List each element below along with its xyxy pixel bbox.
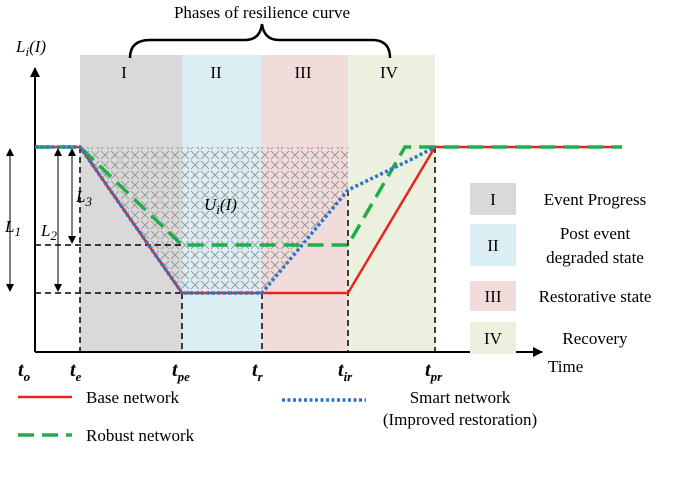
time-sub: pr (430, 369, 444, 384)
phase-label: III (295, 63, 312, 82)
time-label: tir (338, 359, 353, 384)
time-label: to (18, 359, 31, 384)
time-sub: ir (344, 369, 354, 384)
level-label: L3 (75, 187, 92, 209)
legend-box (470, 322, 516, 354)
legend-box (470, 281, 516, 311)
phase-legend: I Event Progress II Post event degraded stat… (470, 183, 651, 354)
legend-symbol: II (487, 236, 499, 255)
legend-label: degraded state (546, 248, 644, 267)
phase-label: II (210, 63, 222, 82)
level-label: L2 (40, 221, 57, 243)
time-base: t (425, 359, 432, 381)
y-axis-label: Li(I) (15, 37, 46, 59)
band-4 (348, 55, 435, 352)
time-sub: o (24, 369, 31, 384)
time-base: t (70, 359, 77, 381)
time-base: t (172, 359, 179, 381)
legend-label: Event Progress (544, 190, 646, 209)
legend-label: (Improved restoration) (383, 410, 537, 429)
time-base: t (252, 359, 259, 381)
phase-label: IV (380, 63, 399, 82)
time-labels: to te tpe tr tir tpr (18, 359, 443, 384)
robust-curve (35, 145, 622, 247)
legend-label: Restorative state (539, 287, 652, 306)
legend-label: Robust network (86, 426, 195, 445)
x-axis-label: Time (548, 357, 583, 376)
time-sub: e (76, 369, 82, 384)
legend-symbol: IV (484, 329, 503, 348)
area-label: Ui(I) (204, 195, 237, 217)
time-sub: r (258, 369, 264, 384)
hatch-area (80, 147, 348, 293)
legend-label: Smart network (410, 388, 511, 407)
time-sub: pe (177, 369, 191, 384)
time-base: t (18, 359, 25, 381)
legend-box (470, 224, 516, 266)
level-label: L1 (4, 217, 21, 239)
legend-box (470, 183, 516, 215)
time-label: tpr (425, 359, 443, 384)
legend-symbol: I (490, 190, 496, 209)
time-label: tr (252, 359, 264, 384)
legend-label: Recovery (562, 329, 628, 348)
time-base: t (338, 359, 345, 381)
legend-symbol: III (485, 287, 502, 306)
smart-curve (35, 145, 436, 295)
legend-label: Post event (560, 224, 631, 243)
brace (128, 23, 392, 59)
legend-label: Base network (86, 388, 180, 407)
time-label: te (70, 359, 82, 384)
title: Phases of resilience curve (174, 3, 350, 22)
phase-label: I (121, 63, 127, 82)
time-label: tpe (172, 359, 190, 384)
